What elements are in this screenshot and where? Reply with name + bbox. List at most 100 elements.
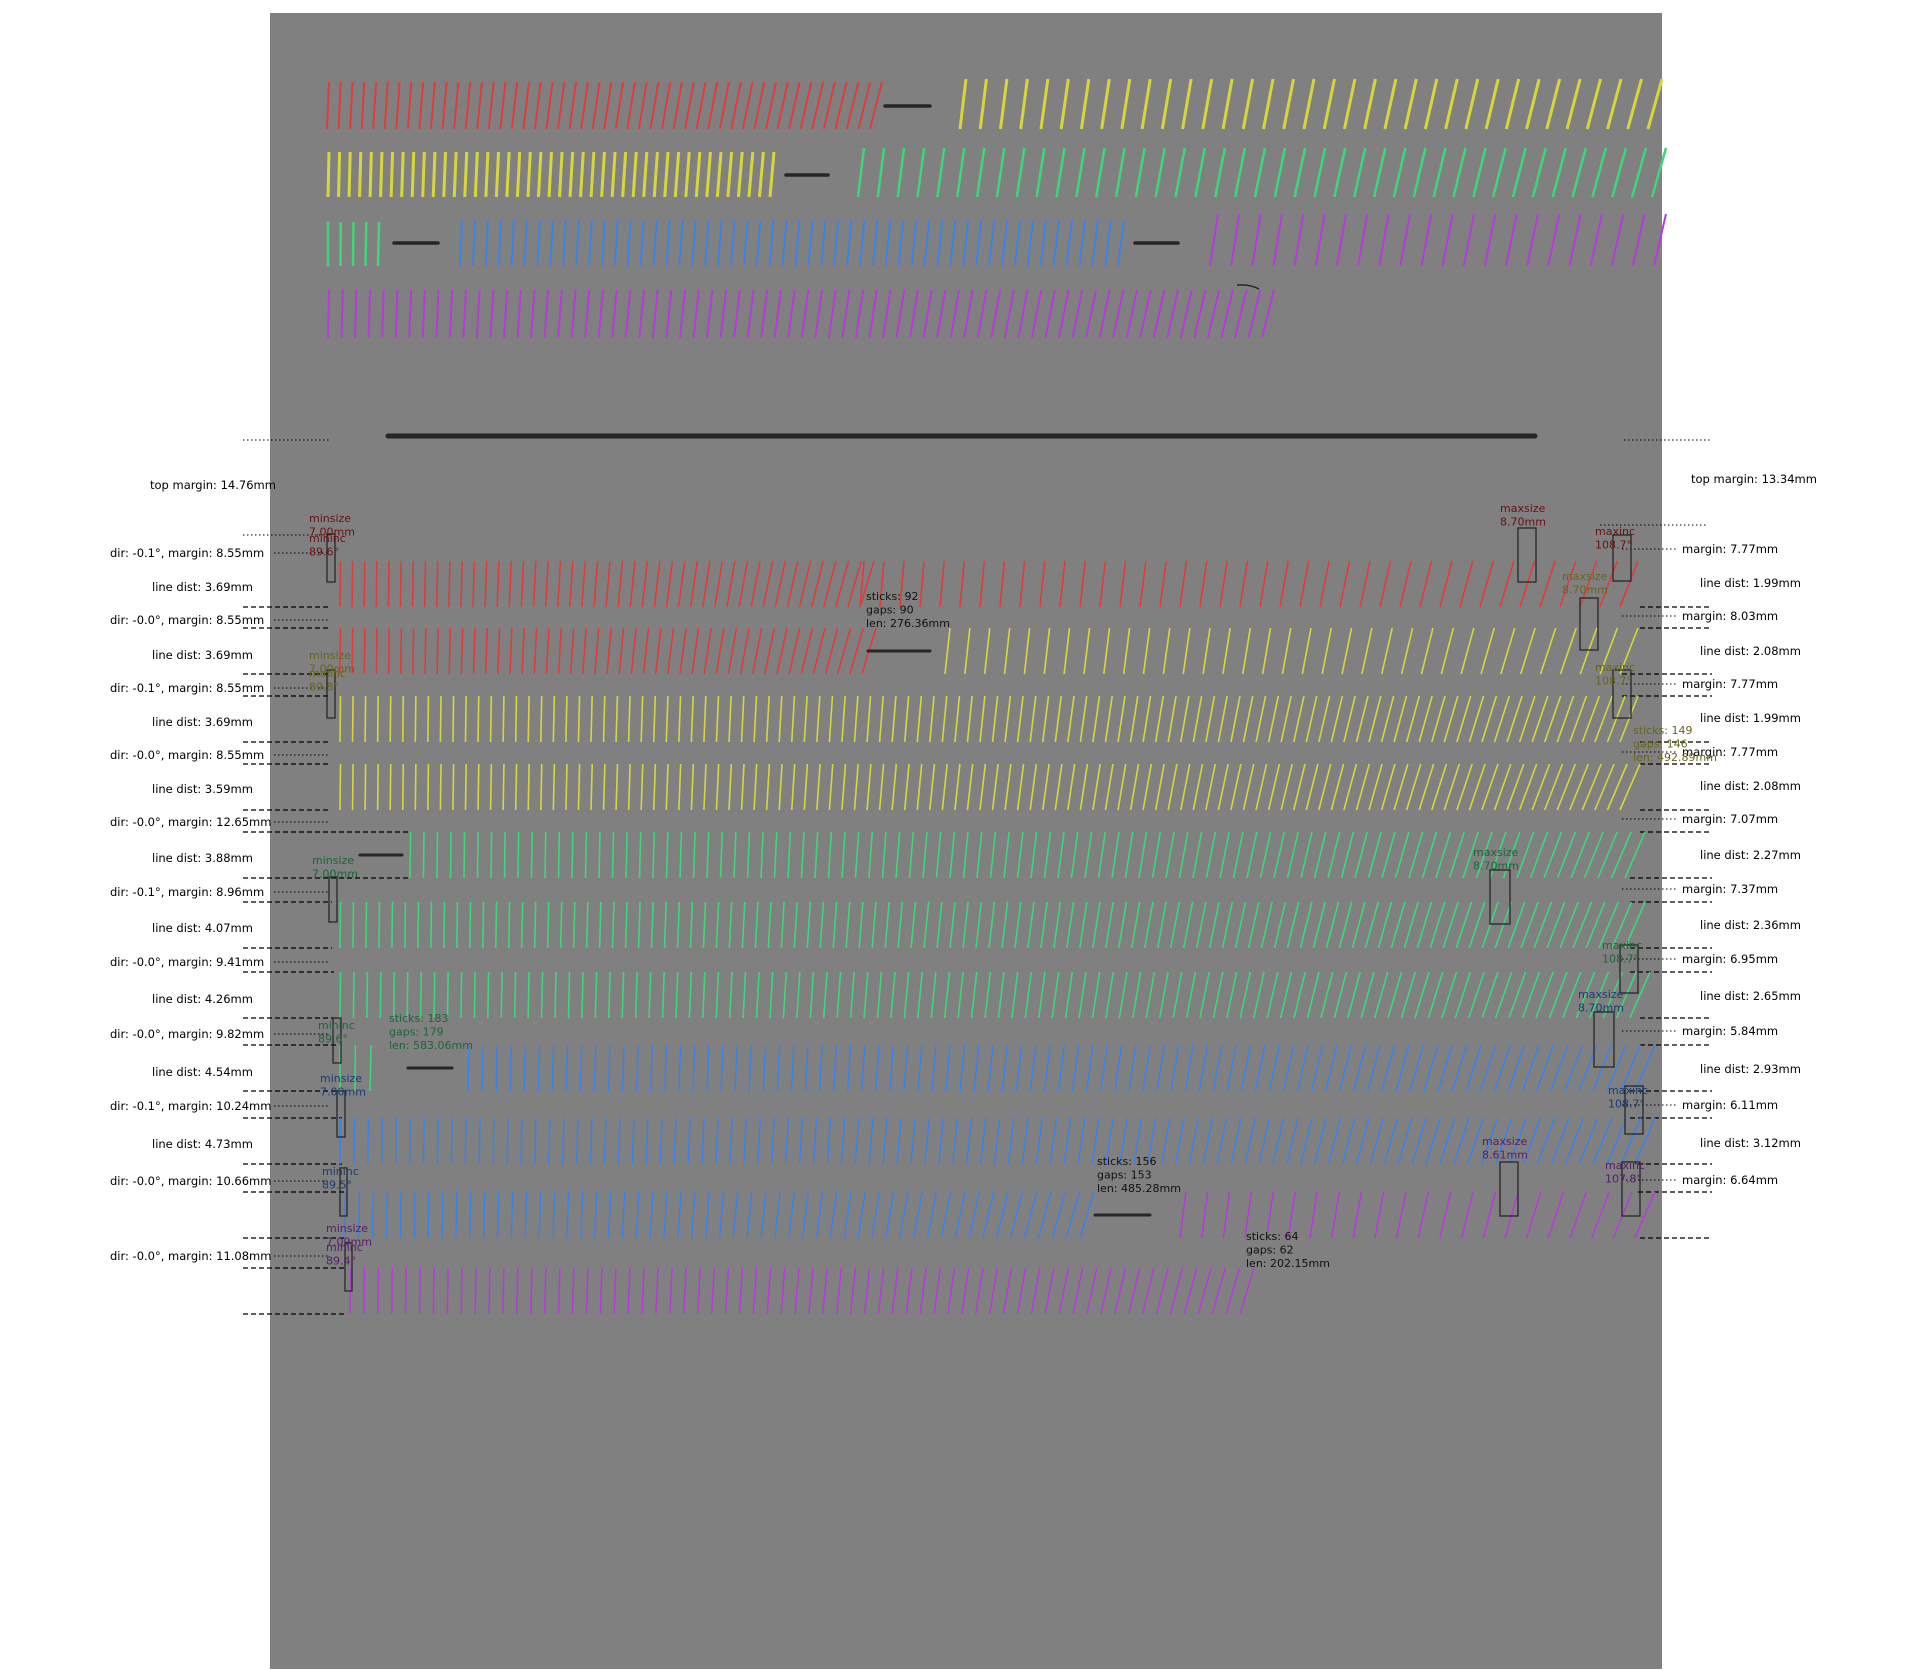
detected-stick — [746, 1191, 753, 1239]
annotation-text: gaps: 90 — [866, 604, 914, 617]
original-stick — [1610, 213, 1625, 267]
detected-stick — [669, 1267, 673, 1315]
detected-stick — [1592, 1117, 1613, 1165]
detected-stick — [1212, 971, 1224, 1019]
detected-stick — [363, 560, 366, 608]
detected-stick — [436, 831, 439, 879]
detected-stick — [1624, 831, 1646, 879]
detected-stick — [1058, 1267, 1070, 1315]
detected-stick — [687, 1117, 691, 1165]
detected-stick — [993, 1117, 1001, 1165]
margin-guides — [243, 439, 1712, 1315]
detected-stick — [1521, 971, 1541, 1019]
original-stick — [499, 81, 507, 130]
original-stick — [651, 289, 659, 339]
original-stick — [1626, 78, 1643, 130]
detected-stick — [557, 1267, 561, 1315]
detected-stick — [665, 763, 669, 811]
original-stick — [337, 81, 342, 130]
detected-stick — [1092, 901, 1101, 949]
original-stick — [704, 219, 710, 267]
detected-stick — [467, 1044, 470, 1092]
detected-stick — [1142, 627, 1151, 675]
original-stick — [351, 221, 355, 267]
original-stick — [494, 151, 501, 198]
detected-stick — [1051, 1191, 1067, 1239]
detected-stick — [1053, 901, 1062, 949]
detected-stick — [962, 831, 969, 879]
detected-stick — [734, 1044, 738, 1092]
detected-stick — [572, 901, 576, 949]
detected-stick — [449, 831, 452, 879]
detected-stick — [366, 971, 369, 1019]
original-stick — [976, 289, 988, 339]
detected-stick — [1023, 627, 1031, 675]
detected-stick — [1381, 1044, 1396, 1092]
detected-stick — [1239, 971, 1252, 1019]
original-stick — [1233, 147, 1247, 198]
detected-stick — [1306, 971, 1320, 1019]
detected-stick — [1361, 627, 1373, 675]
annotation-text: maxinc — [1608, 1084, 1648, 1097]
detected-stick — [1151, 831, 1162, 879]
left-measurement-label: dir: -0.0°, margin: 12.65mm — [110, 815, 271, 829]
detected-stick — [908, 831, 915, 879]
original-stick — [510, 219, 515, 267]
detected-stick — [484, 627, 489, 675]
detected-stick — [877, 1267, 885, 1315]
detected-stick — [1063, 627, 1071, 675]
detected-stick — [427, 1191, 430, 1239]
detected-stick — [1079, 901, 1088, 949]
detected-stick — [642, 627, 650, 675]
detected-stick — [1531, 695, 1549, 743]
original-stick — [597, 289, 604, 339]
detected-stick — [532, 560, 537, 608]
original-stick — [1019, 78, 1029, 130]
original-stick — [1565, 78, 1582, 130]
detected-stick — [1425, 1117, 1442, 1165]
detected-stick — [1581, 695, 1601, 743]
original-stick — [1071, 289, 1084, 339]
detected-stick — [1049, 1117, 1058, 1165]
detected-stick — [808, 1267, 814, 1315]
original-stick — [857, 81, 872, 130]
detected-stick — [559, 901, 563, 949]
detected-stick — [1556, 695, 1575, 743]
detected-stick — [1559, 560, 1577, 608]
detected-stick — [876, 971, 883, 1019]
original-stick — [1293, 147, 1307, 198]
original-stick — [1653, 213, 1667, 267]
extreme-stick-box — [1489, 869, 1511, 925]
detected-stick — [1353, 1044, 1367, 1092]
detected-stick — [1506, 763, 1525, 811]
left-measurement-label: line dist: 4.73mm — [152, 1137, 253, 1151]
detected-stick — [1494, 1117, 1513, 1165]
detected-stick — [1387, 971, 1403, 1019]
detected-stick — [502, 1267, 505, 1315]
detected-stick — [976, 831, 983, 879]
left-measurement-label: line dist: 3.69mm — [152, 715, 253, 729]
original-stick — [692, 289, 700, 339]
detected-stick — [1418, 695, 1433, 743]
detected-stick — [882, 1117, 888, 1165]
detected-stick — [552, 763, 556, 811]
detected-stick — [1165, 831, 1175, 879]
detected-stick — [492, 1117, 495, 1165]
detected-stick — [1261, 627, 1272, 675]
detected-stick — [1443, 695, 1459, 743]
annotation-text: 108.7° — [1595, 539, 1632, 552]
annotation-text: 107.8° — [1605, 1173, 1642, 1186]
detected-stick — [884, 901, 890, 949]
detected-stick — [690, 695, 694, 743]
original-stick — [788, 81, 801, 130]
detected-stick — [1508, 971, 1527, 1019]
detected-stick — [975, 901, 983, 949]
original-stick — [545, 81, 554, 130]
original-stick — [389, 151, 395, 198]
detected-stick — [715, 1117, 719, 1165]
original-stick — [652, 151, 659, 198]
detected-stick — [1559, 627, 1578, 675]
detected-stick — [765, 695, 770, 743]
original-stick — [614, 81, 625, 130]
detected-stick — [1211, 1267, 1227, 1315]
